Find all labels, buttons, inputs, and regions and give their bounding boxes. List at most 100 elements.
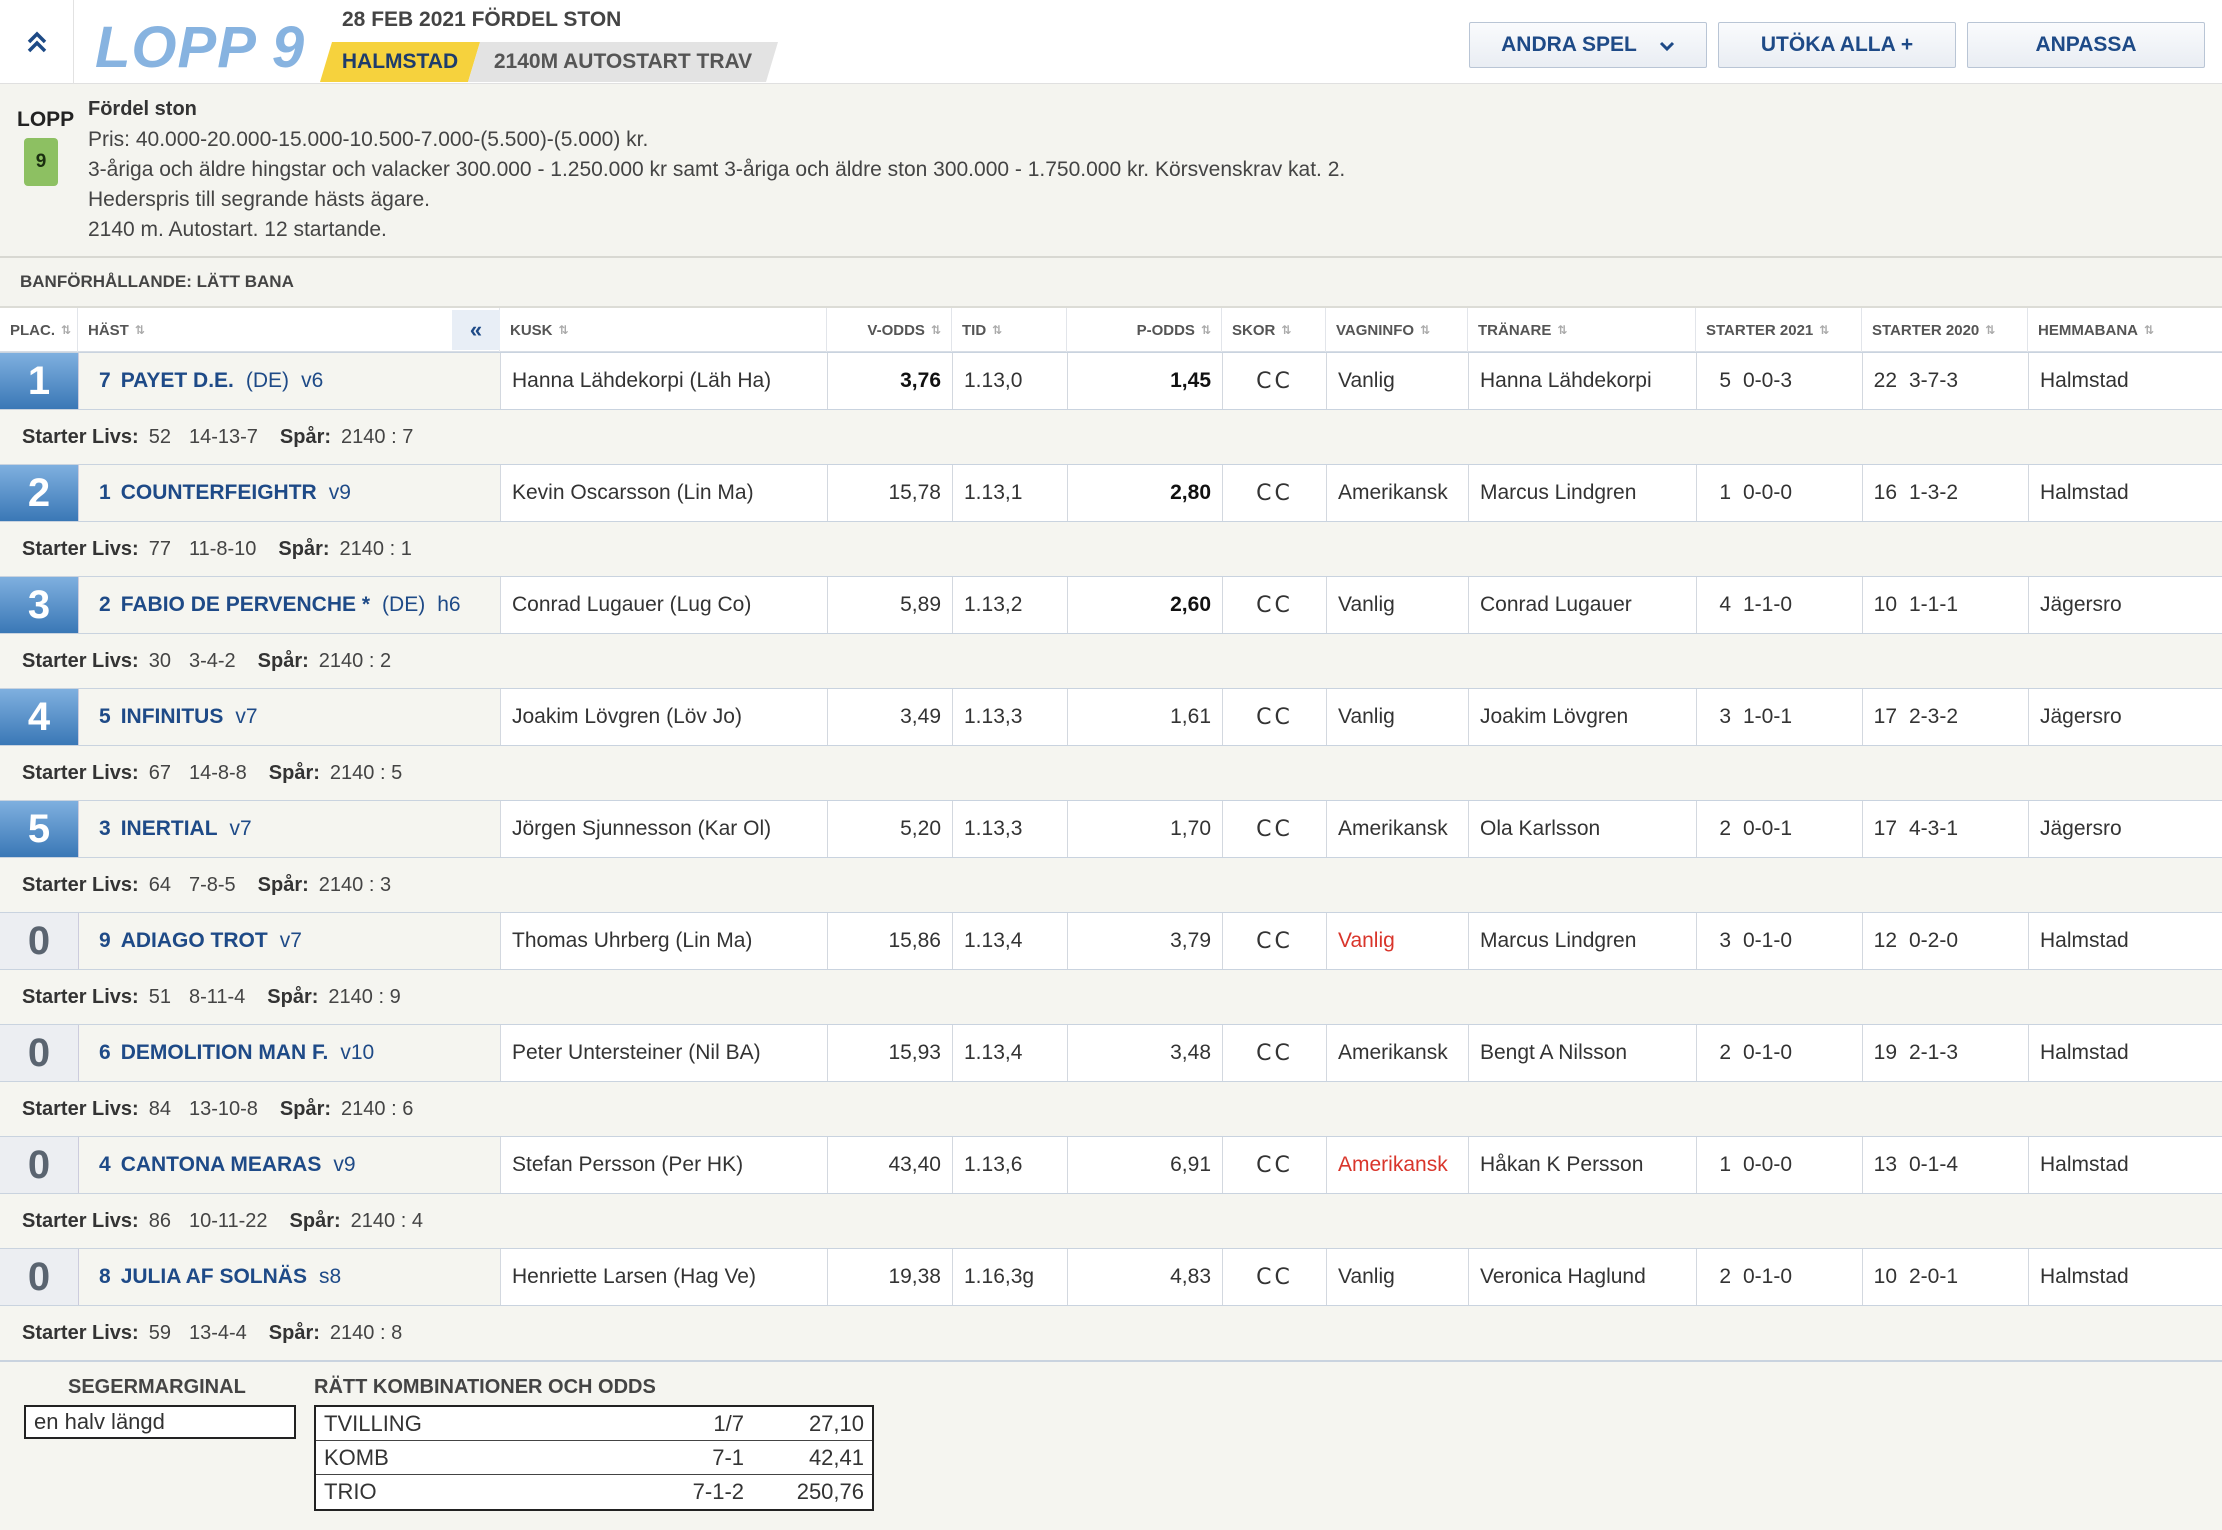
column-header-hast[interactable]: HÄST ⇅ [78, 308, 500, 352]
collapse-column-button[interactable]: « [452, 310, 500, 350]
segermarginal-value: en halv längd [24, 1405, 296, 1439]
lifetime-record: 13-10-8 [188, 1097, 258, 1120]
horse-name-link[interactable]: COUNTERFEIGHTR [120, 481, 317, 504]
table-row[interactable]: 5 3 INERTIAL v7 Jörgen Sjunnesson (Kar O… [0, 800, 2222, 858]
sort-icon: ⇅ [61, 323, 72, 337]
trainer[interactable]: Veronica Haglund [1468, 1249, 1696, 1305]
home-track: Halmstad [2028, 1137, 2222, 1193]
horse-name-link[interactable]: PAYET D.E. [120, 369, 234, 392]
starts-2020: 17 2-3-2 [1862, 689, 2028, 745]
trainer[interactable]: Marcus Lindgren [1468, 465, 1696, 521]
lifetime-starts: 77 [148, 537, 171, 560]
starts-record: 0-1-0 [1743, 1041, 1793, 1064]
starts-2021: 1 0-0-0 [1696, 465, 1862, 521]
lifetime-starts: 51 [148, 985, 171, 1008]
trainer[interactable]: Bengt A Nilsson [1468, 1025, 1696, 1081]
column-header-v-odds[interactable]: V-ODDS ⇅ [827, 308, 952, 352]
column-header-p-odds[interactable]: P-ODDS ⇅ [1067, 308, 1222, 352]
table-row[interactable]: 1 7 PAYET D.E. (DE) v6 Hanna Lähdekorpi … [0, 352, 2222, 410]
spar-label: Spår: [289, 1209, 341, 1232]
sort-icon: ⇅ [1557, 323, 1568, 337]
column-label: TID [962, 321, 987, 339]
track-tag[interactable]: HALMSTAD [320, 42, 480, 82]
table-row[interactable]: 0 6 DEMOLITION MAN F. v10 Peter Unterste… [0, 1024, 2222, 1082]
p-odds: 2,60 [1067, 577, 1222, 633]
horse-name-link[interactable]: INERTIAL [120, 817, 218, 840]
column-header-tranare[interactable]: TRÄNARE ⇅ [1468, 308, 1696, 352]
column-header-kusk[interactable]: KUSK ⇅ [500, 308, 827, 352]
trainer[interactable]: Hanna Lähdekorpi [1468, 353, 1696, 409]
lopp-number-badge: 9 [24, 138, 58, 186]
starts-count: 2 [1719, 1265, 1731, 1288]
starter-livs-label: Starter Livs: [22, 649, 139, 672]
starts-count: 10 [1873, 1265, 1897, 1288]
driver[interactable]: Conrad Lugauer (Lug Co) [500, 577, 827, 633]
horse-name-link[interactable]: FABIO DE PERVENCHE * [120, 593, 371, 616]
column-header-starter-2021[interactable]: STARTER 2021 ⇅ [1696, 308, 1862, 352]
starts-record: 1-0-1 [1743, 705, 1793, 728]
driver[interactable]: Thomas Uhrberg (Lin Ma) [500, 913, 827, 969]
lifetime-starts: 86 [148, 1209, 171, 1232]
driver[interactable]: Joakim Lövgren (Löv Jo) [500, 689, 827, 745]
combination-odds: 250,76 [796, 1479, 864, 1504]
trainer[interactable]: Conrad Lugauer [1468, 577, 1696, 633]
anpassa-button[interactable]: ANPASSA [1967, 22, 2205, 68]
trainer[interactable]: Joakim Lövgren [1468, 689, 1696, 745]
table-row[interactable]: 3 2 FABIO DE PERVENCHE * (DE) h6 Conrad … [0, 576, 2222, 634]
spar-label: Spår: [278, 537, 330, 560]
home-track: Jägersro [2028, 577, 2222, 633]
trainer[interactable]: Marcus Lindgren [1468, 913, 1696, 969]
table-row[interactable]: 4 5 INFINITUS v7 Joakim Lövgren (Löv Jo)… [0, 688, 2222, 746]
table-row[interactable]: 0 4 CANTONA MEARAS v9 Stefan Persson (Pe… [0, 1136, 2222, 1194]
horse-name-link[interactable]: INFINITUS [120, 705, 224, 728]
starts-count: 4 [1719, 593, 1731, 616]
shoes-icon: CC [1222, 801, 1326, 857]
horse-name-link[interactable]: CANTONA MEARAS [120, 1153, 322, 1176]
starts-record: 3-7-3 [1909, 369, 1959, 392]
column-header-starter-2020[interactable]: STARTER 2020 ⇅ [1862, 308, 2028, 352]
double-chevron-up-icon[interactable] [0, 0, 74, 84]
driver[interactable]: Jörgen Sjunnesson (Kar Ol) [500, 801, 827, 857]
table-row[interactable]: 0 9 ADIAGO TROT v7 Thomas Uhrberg (Lin M… [0, 912, 2222, 970]
column-label: SKOR [1232, 321, 1276, 339]
starter-livs-label: Starter Livs: [22, 873, 139, 896]
starter-livs-label: Starter Livs: [22, 1097, 139, 1120]
horse-name-link[interactable]: DEMOLITION MAN F. [120, 1041, 329, 1064]
result-entry: 5 3 INERTIAL v7 Jörgen Sjunnesson (Kar O… [0, 800, 2222, 912]
utoka-alla-button[interactable]: UTÖKA ALLA + [1718, 22, 1956, 68]
home-track: Jägersro [2028, 801, 2222, 857]
table-row[interactable]: 2 1 COUNTERFEIGHTR v9 Kevin Oscarsson (L… [0, 464, 2222, 522]
horse-cell: 8 JULIA AF SOLNÄS s8 [78, 1249, 500, 1305]
starts-count: 2 [1719, 817, 1731, 840]
cart-info: Vanlig [1326, 1249, 1468, 1305]
trainer[interactable]: Ola Karlsson [1468, 801, 1696, 857]
trainer[interactable]: Håkan K Persson [1468, 1137, 1696, 1193]
andra-spel-button[interactable]: ANDRA SPEL [1469, 22, 1707, 68]
combination-type: KOMB [324, 1444, 389, 1470]
horse-name-link[interactable]: JULIA AF SOLNÄS [120, 1265, 307, 1288]
driver[interactable]: Stefan Persson (Per HK) [500, 1137, 827, 1193]
start-number: 4 [99, 1153, 111, 1176]
column-header-plac[interactable]: PLAC. ⇅ [0, 308, 78, 352]
starts-record: 0-0-0 [1743, 481, 1793, 504]
horse-age: v9 [328, 481, 351, 504]
result-entry: 0 8 JULIA AF SOLNÄS s8 Henriette Larsen … [0, 1248, 2222, 1360]
post-position: 2140 : 6 [341, 1097, 414, 1120]
combination-combo: 7-1-2 [692, 1479, 744, 1504]
lifetime-record: 10-11-22 [188, 1209, 268, 1232]
driver[interactable]: Kevin Oscarsson (Lin Ma) [500, 465, 827, 521]
p-odds: 2,80 [1067, 465, 1222, 521]
horse-name-link[interactable]: ADIAGO TROT [120, 929, 268, 952]
column-header-vagninfo[interactable]: VAGNINFO ⇅ [1326, 308, 1468, 352]
column-header-tid[interactable]: TID ⇅ [952, 308, 1067, 352]
driver[interactable]: Hanna Lähdekorpi (Läh Ha) [500, 353, 827, 409]
driver[interactable]: Peter Untersteiner (Nil BA) [500, 1025, 827, 1081]
table-row[interactable]: 0 8 JULIA AF SOLNÄS s8 Henriette Larsen … [0, 1248, 2222, 1306]
shoe-indicator: CC [1256, 928, 1293, 954]
column-header-skor[interactable]: SKOR ⇅ [1222, 308, 1326, 352]
driver[interactable]: Henriette Larsen (Hag Ve) [500, 1249, 827, 1305]
column-label: HÄST [88, 321, 129, 339]
column-header-hemmabana[interactable]: HEMMABANA ⇅ [2028, 308, 2222, 352]
cart-info: Vanlig [1326, 913, 1468, 969]
post-position: 2140 : 8 [329, 1321, 403, 1344]
